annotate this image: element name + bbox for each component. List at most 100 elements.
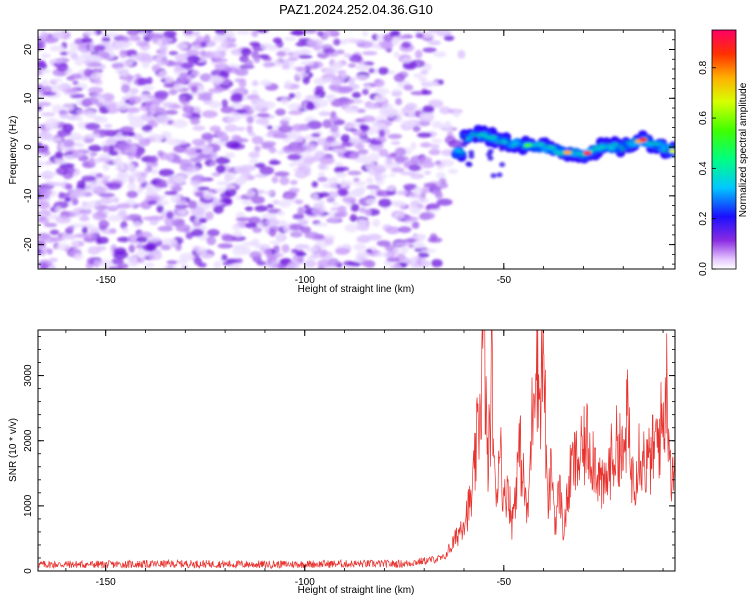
spectrogram-noise-blob: [149, 218, 159, 226]
spectrogram-noise-blob: [277, 211, 286, 216]
spectrogram-noise-blob: [246, 124, 253, 134]
spectrogram-noise-blob: [126, 30, 140, 36]
spectrogram-noise-blob: [48, 84, 63, 92]
spectrogram-noise-blob: [401, 41, 412, 49]
spectrogram-noise-blob: [273, 58, 283, 67]
spectrogram-noise-blob: [266, 254, 278, 264]
spectrogram-frame: [37, 29, 676, 270]
spectrogram-noise-blob: [317, 199, 325, 206]
spectrogram-ridge-blob: [661, 143, 669, 149]
spectrogram-noise-blob: [366, 184, 380, 190]
spectrogram-noise-blob: [46, 248, 53, 255]
spectrogram-noise-blob: [402, 58, 413, 63]
spectrogram-noise-blob: [395, 97, 403, 106]
spectrogram-noise-blob: [128, 244, 136, 253]
spectrogram-noise-blob: [318, 111, 331, 117]
spectrogram-noise-blob: [224, 199, 233, 206]
spectrogram-noise-blob: [284, 80, 292, 89]
spectrogram-noise-blob: [278, 199, 291, 208]
spectrogram-noise-blob: [136, 236, 148, 243]
spectrogram-noise-blob: [164, 109, 178, 115]
spectrogram-noise-blob: [129, 87, 139, 95]
spectrogram-noise-blob: [256, 261, 267, 266]
spectrogram-noise-blob: [262, 62, 274, 68]
spectrogram-noise-blob: [357, 186, 366, 194]
spectrogram-noise-blob: [251, 135, 264, 145]
spectrogram-ridge-blob: [496, 172, 503, 178]
spectrogram-noise-blob: [166, 138, 182, 146]
x-tick-label: -50: [497, 275, 512, 286]
spectrogram-noise-blob: [46, 182, 63, 187]
spectrogram-noise-blob: [315, 85, 324, 93]
spectrogram-noise-blob: [304, 259, 317, 268]
spectrogram-hotspot: [639, 137, 648, 142]
spectrogram-ridge-blob: [611, 142, 618, 147]
spectrogram-noise-blob: [217, 243, 234, 249]
spectrogram-noise-blob: [285, 191, 298, 198]
spectrogram-noise-blob: [224, 124, 238, 132]
spectrogram-noise-blob: [86, 200, 101, 208]
spectrogram-noise-blob: [178, 97, 186, 102]
spectrogram-noise-blob: [81, 37, 93, 44]
spectrogram-noise-blob: [327, 266, 338, 269]
spectrogram-noise-blob: [72, 151, 84, 158]
spectrogram-noise-blob: [319, 77, 335, 82]
spectrogram-noise-blob: [299, 220, 308, 226]
spectrogram-noise-blob: [38, 188, 53, 197]
spectrogram-noise-blob: [157, 72, 165, 78]
spectrogram-noise-blob: [174, 53, 191, 62]
spectrogram-noise-blob: [92, 186, 109, 193]
spectrogram-noise-blob: [277, 232, 284, 241]
colorbar-tick-label: 0.8: [698, 60, 709, 74]
spectrogram-noise-blob: [195, 148, 203, 153]
spectrogram-noise-blob: [43, 172, 58, 177]
spectrogram-noise-blob: [370, 189, 377, 197]
spectrogram-noise-blob: [368, 68, 375, 74]
spectrogram-noise-blob: [408, 109, 416, 119]
x-tick-label: -150: [96, 275, 116, 286]
spectrogram-noise-blob: [160, 47, 167, 55]
spectrogram-noise-blob: [43, 37, 57, 44]
spectrogram-noise-blob: [64, 155, 75, 160]
spectrogram-noise-blob: [172, 119, 188, 129]
spectrogram-noise-blob: [443, 35, 455, 41]
spectrogram-ridge-blob: [469, 132, 476, 136]
spectrogram-noise-blob: [251, 196, 265, 204]
spectrogram-noise-blob: [344, 123, 357, 129]
spectrogram-noise-blob: [349, 54, 363, 63]
spectrogram-noise-blob: [384, 251, 394, 259]
spectrogram-noise-blob: [65, 183, 73, 190]
spectrogram-noise-blob: [410, 263, 423, 268]
spectrogram-noise-blob: [417, 252, 430, 258]
spectrogram-noise-blob: [347, 137, 360, 144]
spectrogram-noise-blob: [213, 131, 225, 136]
spectrogram-noise-blob: [327, 177, 339, 185]
spectrogram-noise-blob: [117, 236, 131, 243]
spectrogram-noise-blob: [168, 88, 178, 96]
spectrogram-noise-blob: [260, 43, 273, 50]
spectrogram-noise-blob: [38, 217, 50, 224]
spectrogram-noise-blob: [74, 57, 85, 66]
spectrogram-noise-blob: [227, 264, 241, 269]
spectrogram-noise-blob: [41, 69, 51, 74]
spectrogram-noise-blob: [202, 191, 215, 200]
spectrogram-noise-blob: [181, 264, 189, 269]
spectrogram-noise-blob: [215, 164, 226, 174]
spectrogram-noise-blob: [197, 186, 210, 191]
spectrogram-noise-blob: [287, 56, 299, 62]
spectrogram-noise-blob: [191, 44, 202, 51]
spectrogram-noise-blob: [44, 122, 59, 131]
spectrogram-noise-blob: [296, 66, 305, 73]
spectrogram-ridge-blob: [503, 140, 510, 145]
spectrogram-noise-blob: [457, 50, 466, 59]
colorbar-tick-label: 0.0: [698, 262, 709, 276]
spectrogram-noise-blob: [177, 78, 187, 84]
spectrogram-noise-blob: [365, 198, 377, 205]
spectrogram-noise-blob: [56, 62, 69, 72]
spectrogram-noise-blob: [102, 145, 111, 153]
spectrogram-noise-blob: [164, 220, 173, 226]
spectrogram-noise-blob: [38, 132, 53, 140]
spectrogram-noise-blob: [318, 171, 325, 178]
spectrogram-noise-blob: [380, 41, 394, 50]
spectrogram-noise-blob: [209, 76, 225, 84]
